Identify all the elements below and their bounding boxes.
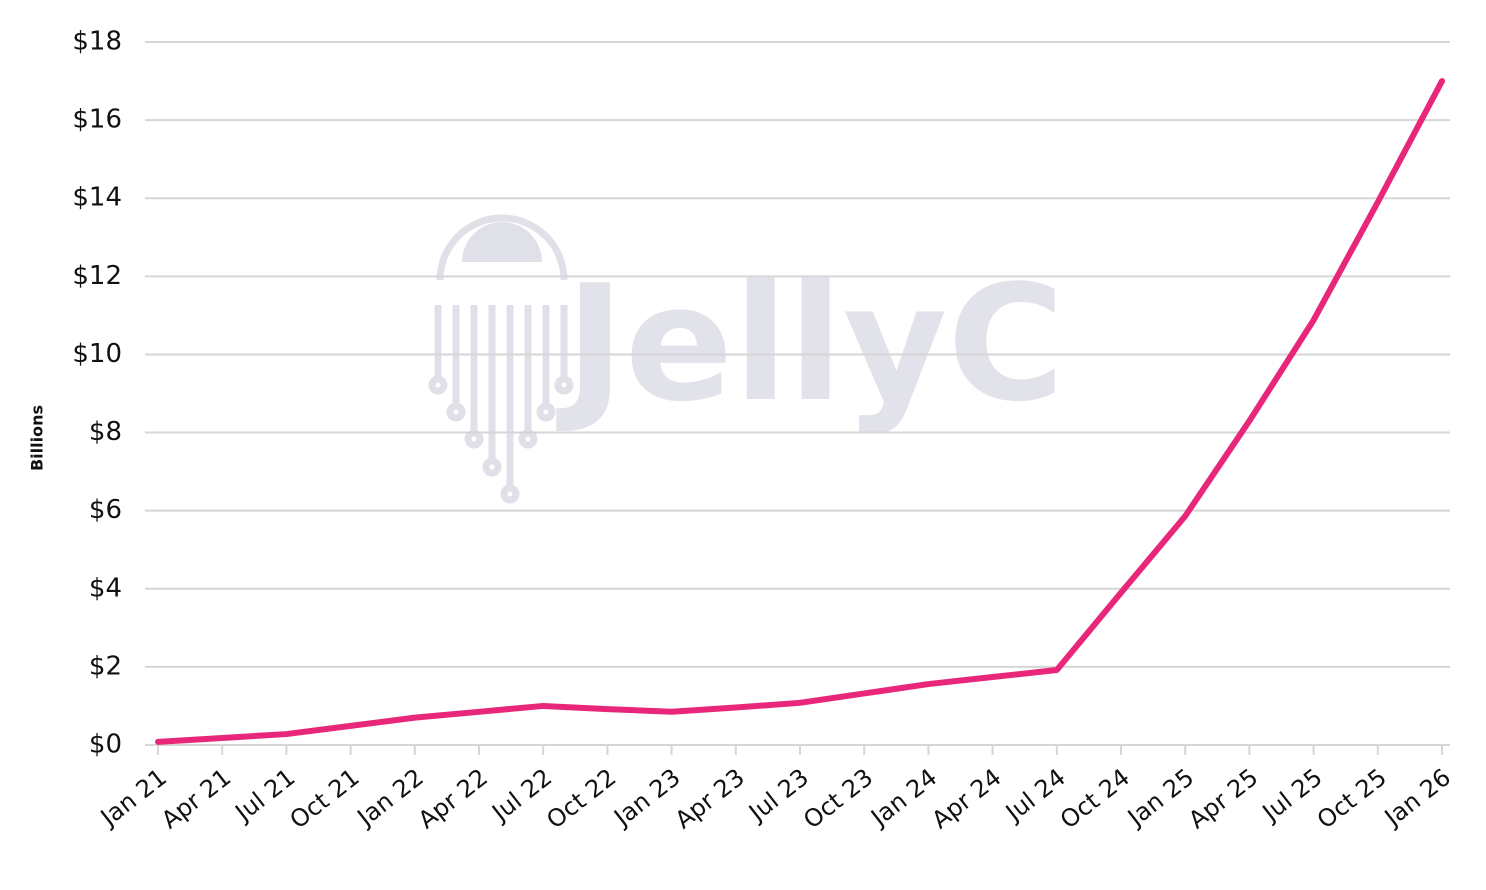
x-tick-label: Oct 22 [541, 763, 621, 834]
y-tick-label: $8 [89, 417, 122, 447]
x-tick-label: Jan 24 [864, 763, 942, 833]
x-tick-label: Jan 26 [1378, 763, 1456, 833]
watermark: JellyC [556, 250, 1064, 437]
x-tick-label: Jan 22 [351, 763, 429, 833]
y-tick-label: $10 [72, 339, 122, 369]
x-tick-label: Jan 21 [94, 763, 172, 833]
x-tick-label: Jan 23 [608, 763, 686, 833]
x-tick-label: Apr 22 [413, 763, 493, 834]
x-tick-label: Apr 21 [156, 763, 236, 834]
x-tick-label: Jan 25 [1121, 763, 1199, 833]
y-tick-label: $12 [72, 261, 122, 291]
y-tick-label: $4 [89, 573, 122, 603]
watermark-logo [428, 214, 574, 504]
x-tick-label: Oct 24 [1055, 763, 1135, 834]
x-tick-label: Apr 24 [927, 763, 1007, 834]
y-tick-label: $16 [72, 105, 122, 135]
x-tick-label: Oct 23 [798, 763, 878, 834]
x-tick-label: Apr 25 [1183, 763, 1263, 834]
y-tick-label: $2 [89, 651, 122, 681]
y-axis-label: Billions [28, 405, 47, 471]
y-tick-label: $14 [72, 183, 122, 213]
y-tick-label: $0 [89, 730, 122, 760]
x-tick-label: Apr 23 [670, 763, 750, 834]
x-tick-label: Oct 25 [1312, 763, 1392, 834]
y-tick-label: $18 [72, 27, 122, 57]
data-line [155, 78, 1445, 745]
y-tick-label: $6 [89, 495, 122, 525]
x-tick-label: Oct 21 [285, 763, 365, 834]
